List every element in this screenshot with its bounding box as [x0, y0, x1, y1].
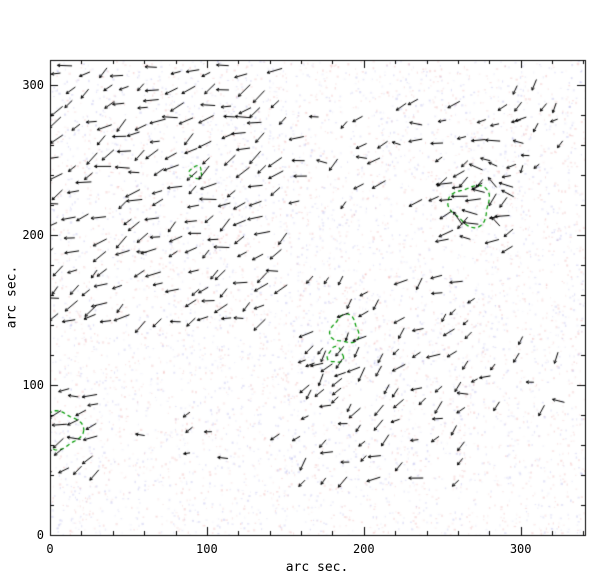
- y-tick-label: 200: [22, 228, 44, 243]
- y-axis-label: arc sec.: [4, 265, 20, 329]
- x-tick-label: 100: [196, 542, 218, 556]
- x-tick-label: 200: [352, 542, 375, 556]
- x-axis-label: arc sec.: [285, 560, 349, 575]
- y-tick-label: 300: [22, 78, 44, 93]
- y-tick-label: 100: [22, 378, 44, 393]
- x-tick-label: 0: [46, 542, 54, 556]
- y-tick-label: 0: [36, 528, 44, 542]
- x-tick-label: 300: [509, 542, 532, 556]
